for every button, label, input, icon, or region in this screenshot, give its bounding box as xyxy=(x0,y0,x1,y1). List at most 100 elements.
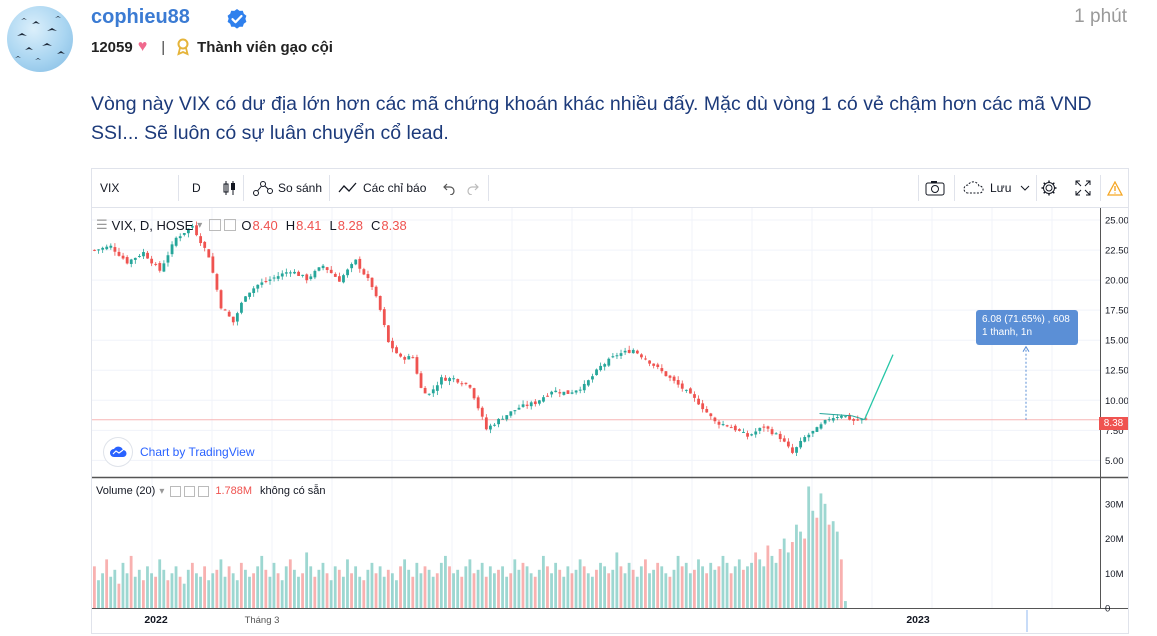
settings-button[interactable] xyxy=(1040,169,1058,207)
candle-body xyxy=(819,424,823,429)
projection-line xyxy=(863,354,894,421)
branding-label: Chart by TradingView xyxy=(140,445,255,459)
candle-body xyxy=(652,363,656,366)
volume-bar xyxy=(239,562,243,608)
candle-body xyxy=(746,433,749,437)
volume-bar xyxy=(423,566,427,608)
candle-body xyxy=(782,438,786,442)
volume-bar xyxy=(570,573,574,608)
measure-line1: 6.08 (71.65%) , 608 xyxy=(982,314,1070,325)
candle-body xyxy=(252,288,256,294)
undo-button[interactable] xyxy=(442,169,456,207)
settings-icon[interactable] xyxy=(184,485,196,497)
volume-bar xyxy=(582,566,586,608)
tradingview-branding[interactable]: Chart by TradingView xyxy=(104,438,255,466)
volume-bar xyxy=(325,573,329,608)
volume-bar xyxy=(774,562,778,608)
candle-body xyxy=(668,375,672,378)
candle-body xyxy=(562,391,566,395)
volume-tick-label: 20M xyxy=(1105,534,1124,545)
symbol-search[interactable]: VIX xyxy=(100,169,119,207)
avatar[interactable] xyxy=(7,6,73,72)
close-icon[interactable] xyxy=(198,485,210,497)
chart-canvas[interactable]: 25.00 22.50 20.00 17.50 15.00 12.50 10.00 7.50 5… xyxy=(92,208,1128,633)
volume-bar xyxy=(395,580,398,608)
redo-button[interactable] xyxy=(466,169,480,207)
eye-icon[interactable] xyxy=(170,485,182,497)
candle-body xyxy=(293,271,296,274)
candle-body xyxy=(840,415,843,418)
tradingview-logo-icon xyxy=(104,438,132,466)
volume-bar xyxy=(346,559,349,608)
undo-icon xyxy=(443,183,455,195)
candle-body xyxy=(240,302,243,313)
candle-body xyxy=(591,376,594,380)
candle-body xyxy=(227,311,231,317)
volume-bar xyxy=(493,573,496,608)
tradingview-chart[interactable]: VIX D So sánh Các chỉ báo xyxy=(91,168,1129,634)
volume-bar xyxy=(741,569,745,608)
volume-bar xyxy=(488,566,492,608)
price-tick-label: 20.00 xyxy=(1105,276,1128,287)
candle-body xyxy=(448,378,452,382)
candle-body xyxy=(778,433,782,440)
candles-button[interactable] xyxy=(222,169,238,207)
post-text: Vòng này VIX có dư địa lớn hơn các mã ch… xyxy=(91,93,1092,144)
volume-bar xyxy=(182,583,186,608)
volume-bar xyxy=(223,576,227,608)
candle-body xyxy=(664,371,668,377)
settings-icon[interactable] xyxy=(224,219,237,231)
candle-body xyxy=(635,350,639,354)
legend-collapse-icon[interactable]: ☰ xyxy=(96,217,108,232)
post-time: 1 phút xyxy=(1074,6,1127,27)
volume-bar xyxy=(97,580,100,608)
volume-bar xyxy=(815,517,819,608)
candle-body xyxy=(403,357,407,360)
volume-tick-label: 30M xyxy=(1105,499,1124,510)
volume-bar xyxy=(354,566,358,608)
candle-body xyxy=(586,380,590,386)
indicators-button[interactable]: Các chỉ báo xyxy=(338,169,426,207)
volume-bar xyxy=(725,562,729,608)
candle-body xyxy=(313,270,317,278)
user-meta: 12059 ♥ | Thành viên gạo cội xyxy=(91,38,333,56)
candle-body xyxy=(391,340,394,349)
volume-bar xyxy=(807,486,811,608)
price-tick-label: 17.50 xyxy=(1105,306,1128,317)
candle-body xyxy=(199,236,203,244)
candle-body xyxy=(435,385,439,391)
chevron-down-icon[interactable]: ▾ xyxy=(197,219,203,231)
candle-body xyxy=(260,282,264,285)
time-cursor-mark xyxy=(1026,610,1028,632)
candle-body xyxy=(521,404,525,407)
volume-bar xyxy=(382,576,386,608)
volume-bar xyxy=(280,580,284,608)
save-button[interactable]: Lưu xyxy=(962,169,1031,207)
volume-bar xyxy=(644,559,647,608)
compare-button[interactable]: So sánh xyxy=(252,169,322,207)
volume-bar xyxy=(272,562,276,608)
cloud-icon xyxy=(963,181,984,194)
volume-bar xyxy=(321,562,325,608)
alert-button[interactable] xyxy=(1107,169,1123,207)
interval-button[interactable]: D xyxy=(192,169,201,207)
price-tick-label: 7.50 xyxy=(1105,426,1124,437)
snapshot-button[interactable] xyxy=(925,169,945,207)
volume-bar xyxy=(427,569,431,608)
candle-body xyxy=(574,390,578,393)
volume-bar xyxy=(305,552,309,608)
candle-body xyxy=(370,277,374,288)
volume-bar xyxy=(537,569,541,608)
volume-bar xyxy=(362,580,366,608)
chevron-down-icon[interactable]: ▾ xyxy=(159,485,165,497)
eye-icon[interactable] xyxy=(209,219,222,231)
fullscreen-button[interactable] xyxy=(1075,169,1091,207)
volume-bar xyxy=(231,573,235,608)
candle-body xyxy=(676,380,680,385)
volume-bar xyxy=(574,569,578,608)
username[interactable]: cophieu88 xyxy=(91,6,190,28)
candle-body xyxy=(101,247,105,250)
candle-body xyxy=(346,269,349,276)
volume-bar xyxy=(288,559,292,608)
candle-body xyxy=(599,365,603,371)
